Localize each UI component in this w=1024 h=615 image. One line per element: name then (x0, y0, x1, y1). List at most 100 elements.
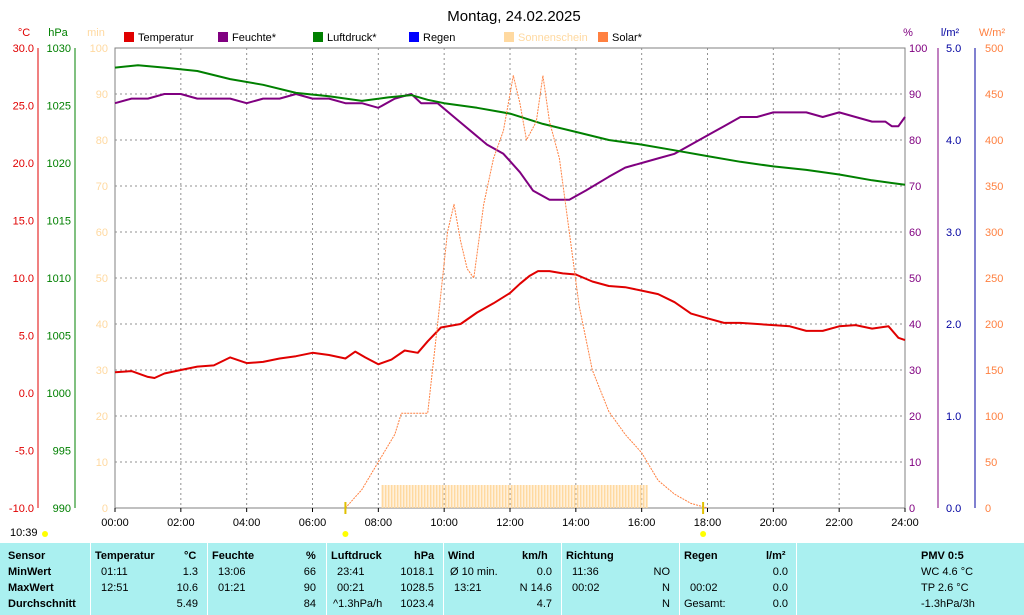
sunshine-unit-label: min (87, 27, 105, 39)
x-tick-label: 08:00 (365, 517, 393, 529)
solar-axis-tick-label: 50 (985, 457, 997, 469)
humidity-axis-tick-label: 50 (909, 273, 921, 285)
pressure-unit: hPa (414, 550, 435, 562)
solar-axis-tick-label: 100 (985, 411, 1003, 423)
rain-unit: l/m² (766, 550, 786, 562)
sunshine-bar (390, 485, 393, 508)
sunshine-bar (483, 485, 486, 508)
sunshine-bar (630, 485, 633, 508)
humidity-axis-tick-label: 70 (909, 181, 921, 193)
sunshine-bar (480, 485, 483, 508)
sunshine-bar (426, 485, 429, 508)
solar-axis-tick-label: 300 (985, 227, 1003, 239)
avg-label: Durchschnitt (8, 598, 76, 610)
solar-axis-tick-label: 250 (985, 273, 1003, 285)
panel-divider (561, 543, 562, 615)
max-label: MaxWert (8, 582, 54, 594)
panel-divider (326, 543, 327, 615)
humidity-axis-tick-label: 100 (909, 43, 927, 55)
sunshine-bar (564, 485, 567, 508)
sunshine-bar (645, 485, 648, 508)
humidity-axis-tick-label: 30 (909, 365, 921, 377)
pressure-min: 1018.1 (400, 566, 434, 578)
sunshine-bar (435, 485, 438, 508)
direction-avg: N (662, 598, 670, 610)
x-tick-label: 04:00 (233, 517, 261, 529)
rain-axis-tick-label: 0.0 (946, 503, 961, 515)
legend-label: Feuchte* (232, 32, 277, 44)
sunshine-bar (411, 485, 414, 508)
pressure-axis-tick-label: 1020 (47, 158, 71, 170)
sunrise-dot (42, 531, 48, 537)
legend-swatch (313, 32, 323, 42)
sunshine-bar (585, 485, 588, 508)
wind-min: 0.0 (536, 566, 552, 578)
sunshine-bar (624, 485, 627, 508)
sunshine-bar (420, 485, 423, 508)
sunshine-bar (600, 485, 603, 508)
humidity-axis-tick-label: 90 (909, 89, 921, 101)
sunshine-bar (402, 485, 405, 508)
pressure-axis-tick-label: 1030 (47, 43, 71, 55)
pressure-axis-tick-label: 995 (53, 446, 71, 458)
temperature-unit: °C (184, 550, 197, 562)
sunshine-bar (414, 485, 417, 508)
sunshine-axis-tick-label: 60 (96, 227, 108, 239)
wind-avg10-label: Ø 10 min. (450, 566, 498, 578)
x-tick-label: 14:00 (562, 517, 590, 529)
humidity-avg: 84 (303, 598, 316, 610)
temperature-axis-tick-label: 0.0 (19, 388, 34, 400)
sunshine-bar (492, 485, 495, 508)
rain-total-label: Gesamt: (684, 598, 726, 610)
windchill: WC 4.6 °C (921, 566, 974, 578)
solar-unit-label: W/m² (979, 27, 1006, 39)
direction-max: N (662, 582, 670, 594)
sunshine-bar (609, 485, 612, 508)
panel-divider (796, 543, 797, 615)
sunshine-bar (438, 485, 441, 508)
weather-chart: Montag, 24.02.2025 Temperatur Feuchte* Luf… (9, 8, 1006, 537)
sunshine-bar (423, 485, 426, 508)
legend-swatch (409, 32, 419, 42)
legend-label: Luftdruck* (327, 32, 377, 44)
x-tick-label: 00:00 (101, 517, 129, 529)
sunshine-bar (456, 485, 459, 508)
rain-header: Regen (684, 550, 718, 562)
humidity-header: Feuchte (212, 550, 255, 562)
pressure-trend: ^1.3hPa/h (333, 598, 383, 610)
sunshine-bar (489, 485, 492, 508)
sunshine-axis-tick-label: 20 (96, 411, 108, 423)
sunshine-axis-tick-label: 30 (96, 365, 108, 377)
x-tick-label: 18:00 (694, 517, 722, 529)
sunshine-bar (408, 485, 411, 508)
sunshine-bar (501, 485, 504, 508)
sunshine-bar (444, 485, 447, 508)
solar-axis-tick-label: 450 (985, 89, 1003, 101)
panel-divider (443, 543, 444, 615)
sunshine-bar (555, 485, 558, 508)
direction-min-time: 11:36 (572, 566, 599, 578)
sunrise-time-label: 10:39 (10, 527, 38, 539)
sunshine-bar (417, 485, 420, 508)
series-line-feuchte (114, 93, 906, 201)
direction-header: Richtung (566, 550, 614, 562)
rain-total: 0.0 (772, 598, 788, 610)
pressure-max-time: 00:21 (337, 582, 365, 594)
temperature-min: 1.3 (182, 566, 198, 578)
direction-min: NO (653, 566, 671, 578)
sun-marker-dot (342, 531, 349, 537)
pressure-header: Luftdruck (331, 550, 382, 562)
sunshine-bar (522, 485, 525, 508)
sunshine-bar (597, 485, 600, 508)
sunshine-bar (543, 485, 546, 508)
direction-max-time: 00:02 (572, 582, 600, 594)
sunshine-bar (474, 485, 477, 508)
humidity-max-time: 01:21 (218, 582, 246, 594)
sunshine-bar (513, 485, 516, 508)
sunshine-bar (540, 485, 543, 508)
sunshine-bar (387, 485, 390, 508)
sunshine-bar (633, 485, 636, 508)
humidity-axis-tick-label: 10 (909, 457, 921, 469)
sunshine-bar (576, 485, 579, 508)
rain-axis-tick-label: 2.0 (946, 319, 961, 331)
